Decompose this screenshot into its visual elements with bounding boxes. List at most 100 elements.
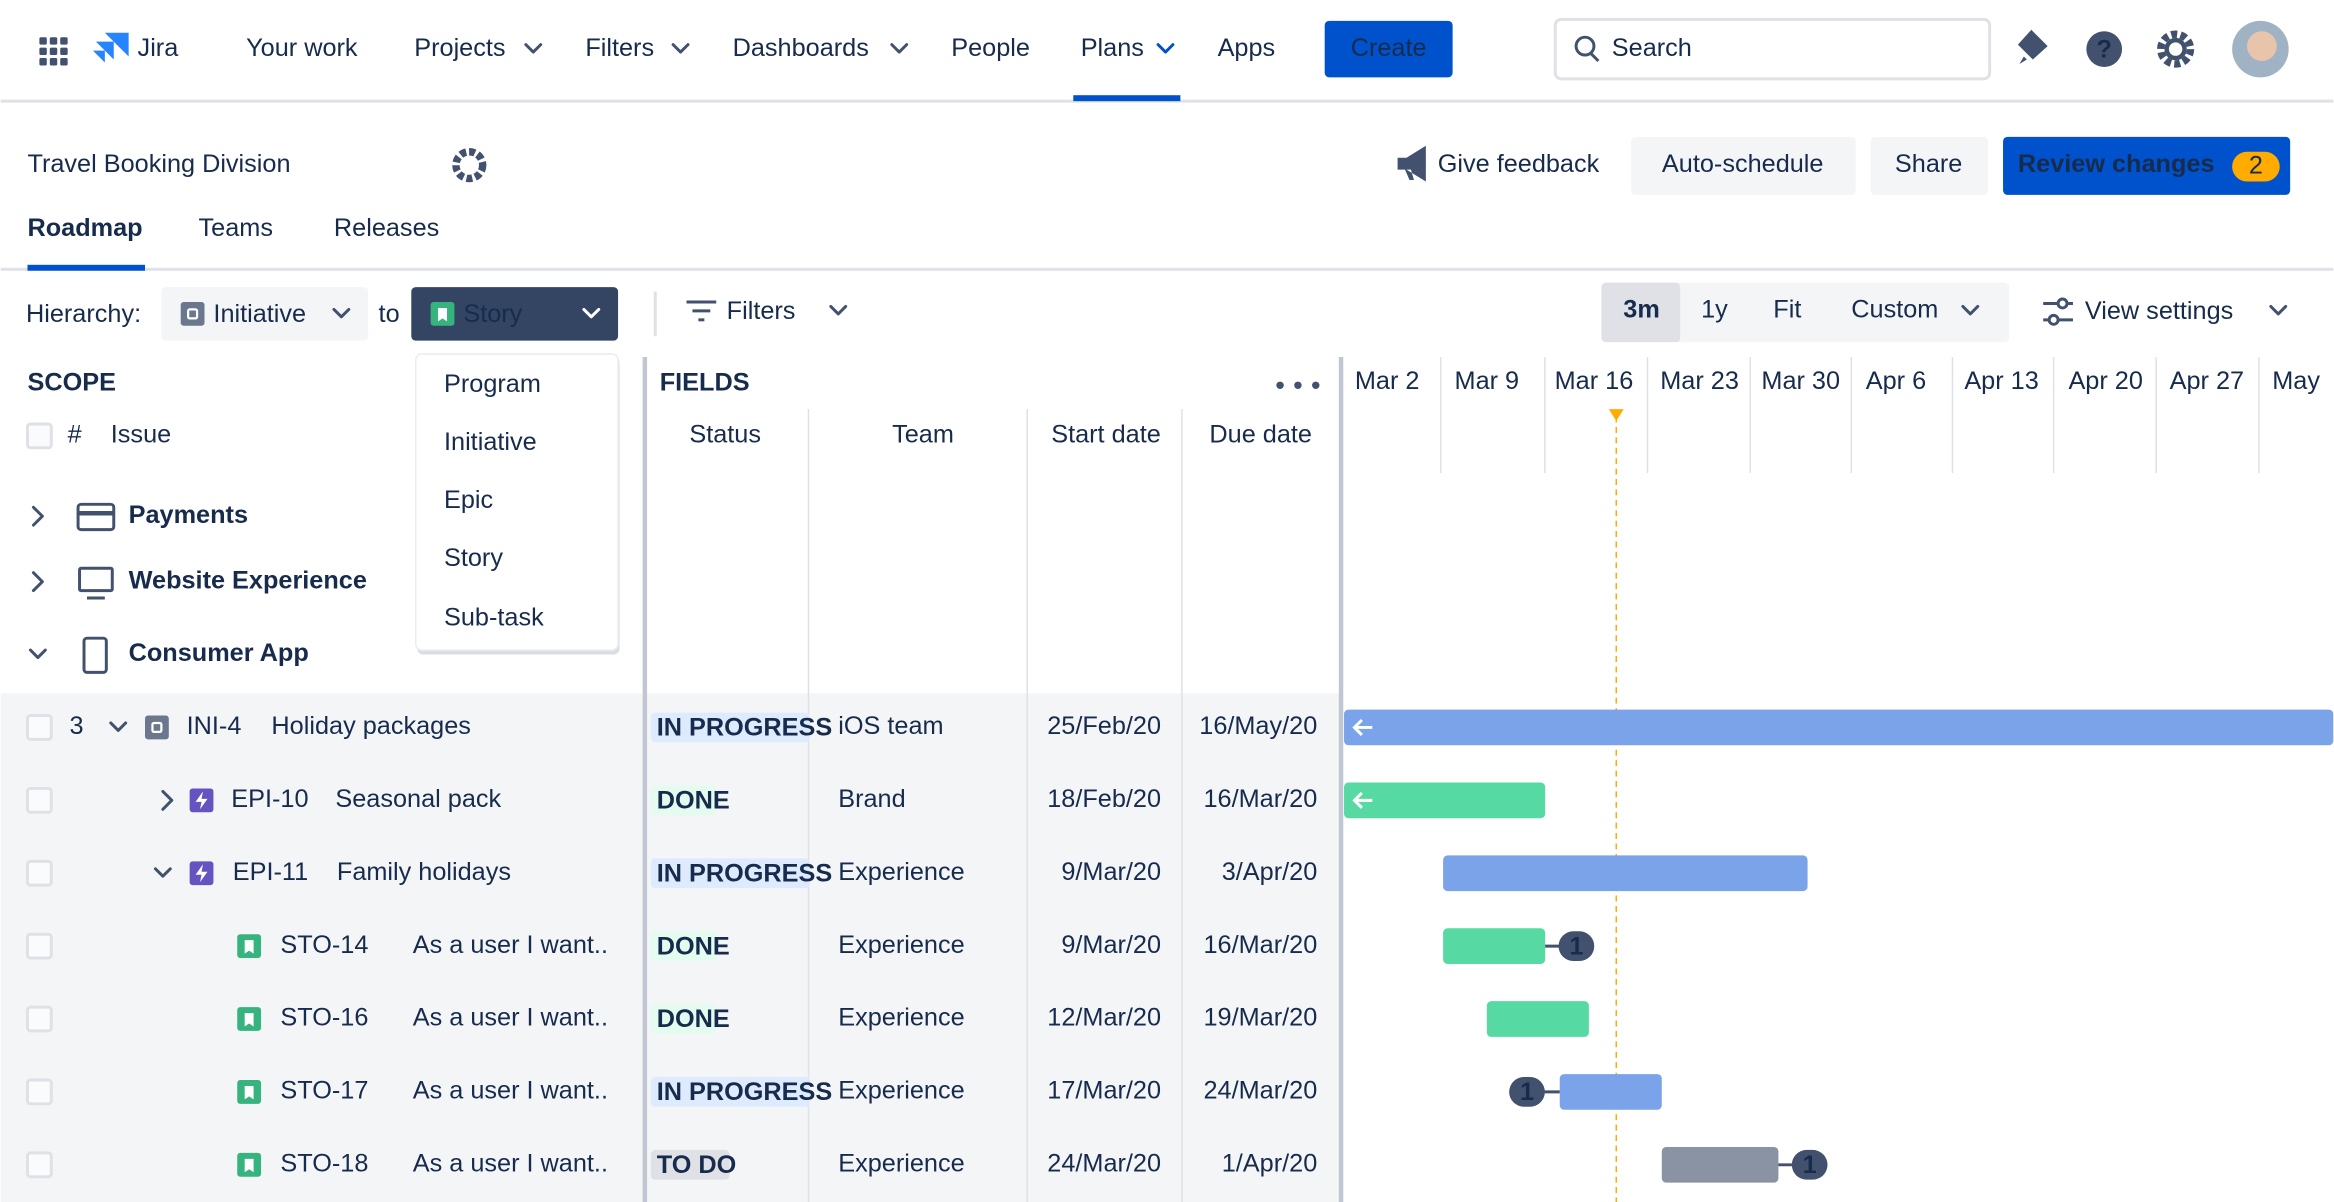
row-checkbox[interactable] (25, 714, 53, 741)
search-box[interactable] (1553, 17, 1992, 81)
nav-item[interactable]: Your work (246, 34, 358, 62)
issue-key[interactable]: INI-4 (187, 712, 242, 740)
select-all-checkbox[interactable] (25, 422, 53, 450)
title-settings-icon[interactable] (452, 148, 487, 183)
dropdown-option[interactable]: Initiative (444, 428, 537, 456)
more-icon[interactable] (1294, 381, 1302, 390)
start-date: 12/Mar/20 (1047, 1004, 1161, 1032)
story-glyph (244, 1013, 254, 1027)
status-lozenge (650, 931, 717, 962)
range-option[interactable]: 3m (1623, 296, 1660, 324)
schedule-bar[interactable] (1344, 709, 2334, 746)
app-switcher-dot[interactable] (60, 47, 68, 56)
row-checkbox[interactable] (25, 1005, 53, 1033)
nav-item[interactable]: Dashboards (733, 34, 869, 62)
offscreen-arrow (1352, 718, 1373, 736)
row-checkbox[interactable] (25, 786, 53, 814)
app-switcher-dot[interactable] (39, 47, 47, 56)
dependency-badge[interactable] (1558, 931, 1595, 962)
dropdown-option[interactable]: Sub-task (444, 604, 544, 632)
issue-summary[interactable]: As a user I want.. (413, 1149, 608, 1177)
app-switcher-dot[interactable] (49, 37, 58, 45)
group-name[interactable]: Consumer App (129, 639, 309, 667)
status-lozenge (650, 858, 810, 889)
issue-summary[interactable]: As a user I want.. (413, 931, 608, 959)
tab[interactable]: Releases (334, 214, 439, 242)
help-icon[interactable] (2086, 31, 2123, 67)
dependency-badge[interactable] (1509, 1077, 1545, 1107)
issue-summary[interactable]: Family holidays (337, 858, 511, 886)
row-checkbox[interactable] (25, 932, 53, 960)
more-icon[interactable] (1276, 381, 1284, 390)
row-checkbox[interactable] (25, 859, 53, 887)
schedule-bar[interactable] (1559, 1074, 1662, 1110)
nav-item[interactable]: People (951, 34, 1030, 62)
tab[interactable]: Teams (199, 214, 273, 242)
app-switcher-dot[interactable] (39, 37, 47, 45)
row-checkbox[interactable] (25, 1151, 53, 1179)
filters-button[interactable]: Filters (727, 297, 796, 325)
issue-summary[interactable]: Seasonal pack (335, 785, 501, 813)
schedule-bar[interactable] (1661, 1146, 1779, 1183)
dependency-badge[interactable] (1791, 1149, 1828, 1180)
schedule-bar[interactable] (1443, 928, 1546, 964)
column-header: Team (892, 421, 954, 449)
status-label: IN PROGRESS (657, 714, 833, 742)
review-button[interactable] (2003, 136, 2291, 195)
row-checkbox[interactable] (25, 1078, 53, 1106)
more-icon[interactable] (1312, 381, 1320, 390)
chevron-icon (109, 721, 128, 732)
app-switcher-dot[interactable] (60, 37, 68, 45)
issue-summary[interactable]: Holiday packages (271, 712, 470, 740)
jira-logo (92, 32, 129, 63)
schedule-bar[interactable] (1344, 782, 1546, 819)
status-lozenge (650, 1004, 717, 1034)
app-switcher-dot[interactable] (49, 58, 58, 66)
dropdown-option[interactable]: Story (444, 544, 503, 572)
due-date: 16/Mar/20 (1203, 785, 1317, 813)
issue-header: Issue (111, 421, 171, 449)
view-settings[interactable]: View settings (2085, 297, 2233, 325)
chevron-icon (524, 43, 543, 54)
issue-key[interactable]: STO-17 (280, 1077, 368, 1105)
review-count: 2 (2249, 151, 2263, 179)
range-option[interactable]: Fit (1773, 296, 1801, 324)
nav-item[interactable]: Filters (585, 34, 654, 62)
app-switcher-dot[interactable] (39, 58, 47, 66)
give-feedback[interactable]: Give feedback (1438, 150, 1600, 178)
auto-schedule-label: Auto-schedule (1662, 150, 1824, 178)
issue-key[interactable]: STO-16 (280, 1004, 368, 1032)
nav-item[interactable]: Apps (1218, 34, 1276, 62)
group-name[interactable]: Website Experience (129, 566, 367, 594)
issue-summary[interactable]: As a user I want.. (413, 1004, 608, 1032)
issue-summary[interactable]: As a user I want.. (413, 1077, 608, 1105)
nav-item[interactable]: Projects (414, 34, 505, 62)
schedule-bar[interactable] (1486, 1001, 1589, 1037)
scope-label: SCOPE (27, 368, 115, 396)
story-glyph (244, 940, 254, 954)
dropdown-option: Program (444, 370, 541, 398)
notification-icon[interactable] (2017, 29, 2048, 64)
create-button[interactable] (1324, 20, 1453, 78)
auto-schedule-button[interactable] (1631, 136, 1856, 195)
hierarchy-from-select[interactable] (161, 287, 369, 341)
status-label: TO DO (657, 1151, 737, 1179)
app-switcher-dot[interactable] (49, 47, 58, 56)
hierarchy-to-select[interactable] (411, 287, 619, 341)
issue-key[interactable]: EPI-10 (231, 785, 308, 813)
schedule-bar[interactable] (1443, 855, 1808, 892)
settings-icon[interactable] (2157, 30, 2195, 68)
tab[interactable]: Roadmap (27, 214, 142, 242)
issue-key[interactable]: STO-14 (280, 931, 368, 959)
share-button[interactable] (1870, 136, 1989, 195)
dropdown-option[interactable]: Epic (444, 486, 493, 514)
issue-key[interactable]: STO-18 (280, 1149, 368, 1177)
group-name[interactable]: Payments (129, 501, 248, 529)
issue-key[interactable]: EPI-11 (233, 858, 308, 886)
app-switcher-dot[interactable] (60, 58, 68, 66)
range-option[interactable]: 1y (1701, 296, 1728, 324)
range-option[interactable]: Custom (1851, 296, 1938, 324)
search-placeholder: Search (1612, 34, 1692, 62)
nav-item[interactable]: Plans (1081, 34, 1144, 62)
